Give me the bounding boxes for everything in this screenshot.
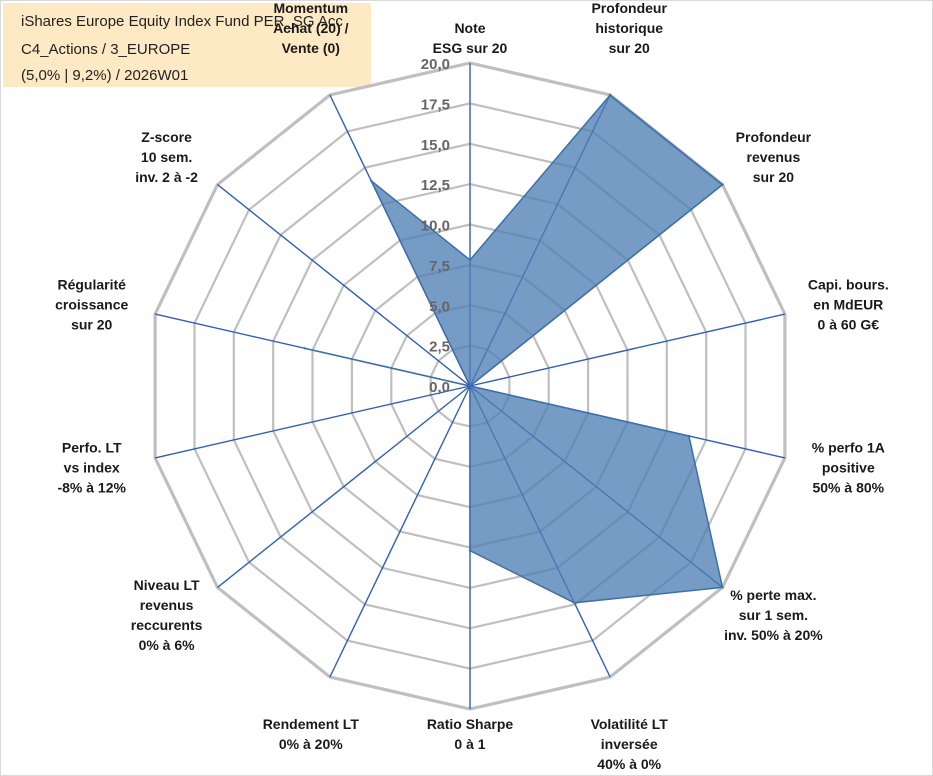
axis-label-line: revenus (747, 149, 801, 165)
axis-label-line: croissance (55, 296, 128, 312)
axis-label-line: 40% à 0% (597, 756, 661, 772)
data-point (687, 434, 691, 438)
axis-label-line: 0 à 1 (454, 736, 485, 752)
axis-label-line: 50% à 80% (812, 480, 884, 496)
axis-label: % perfo 1A positive 50% à 80% (812, 440, 885, 496)
axis-label: Note ESG sur 20 (433, 20, 508, 56)
radar-series (303, 93, 724, 604)
axis-label-line: Perfo. LT (62, 440, 122, 456)
radar-spoke (217, 385, 471, 588)
tick-label: 15,0 (421, 137, 450, 154)
axis-label-line: Capi. bours. (808, 276, 889, 292)
axis-label-line: Achat (20) / (273, 20, 349, 36)
radar-axis-labels: Note ESG sur 20 Profondeur historique sur 20… (55, 1, 889, 772)
radar-spoke (217, 184, 471, 387)
axis-label-line: % perte max. (730, 587, 816, 603)
data-point (468, 258, 472, 262)
axis-label-line: inv. 2 à -2 (135, 169, 198, 185)
axis-label-line: reccurents (131, 617, 203, 633)
tick-label: 2,5 (429, 339, 450, 356)
axis-label: Régularité croissance sur 20 (55, 276, 128, 332)
axis-label-line: ESG sur 20 (433, 40, 508, 56)
axis-label-line: Rendement LT (263, 716, 360, 732)
axis-label-line: Z-score (141, 129, 192, 145)
axis-label-line: Volatilité LT (591, 716, 669, 732)
axis-label-line: en MdEUR (813, 296, 883, 312)
axis-label: Volatilité LT inversée 40% à 0% (591, 716, 669, 772)
axis-label-line: Note (454, 20, 485, 36)
axis-label-line: 0% à 20% (279, 736, 343, 752)
axis-label-line: % perfo 1A (812, 440, 885, 456)
axis-label-line: sur 1 sem. (739, 607, 808, 623)
radar-spoke (469, 313, 786, 387)
axis-label-line: Niveau LT (134, 577, 200, 593)
chart-title-box: iShares Europe Equity Index Fund PER_SG … (3, 3, 371, 87)
axis-label-line: 0 à 60 G€ (818, 316, 880, 332)
radar-spoke (329, 385, 471, 678)
axis-label: Momentum Achat (20) / Vente (0) (273, 1, 349, 56)
axis-label-line: 0% à 6% (139, 637, 196, 653)
axis-label: Capi. bours. en MdEUR 0 à 60 G€ (808, 276, 889, 332)
axis-label-line: sur 20 (753, 169, 794, 185)
axis-label-line: sur 20 (71, 316, 112, 332)
data-point (608, 93, 612, 97)
axis-label: Profondeur revenus sur 20 (736, 129, 812, 185)
radar-ticks: 0,0 2,5 5,0 7,5 10,0 12,5 15,0 17,5 20,0 (421, 56, 450, 396)
axis-label: % perte max. sur 1 sem. inv. 50% à 20% (724, 587, 823, 643)
title-line-3: (5,0% | 9,2%) / 2026W01 (21, 67, 189, 84)
tick-label: 12,5 (421, 177, 450, 194)
data-point (468, 549, 472, 552)
axis-label-line: 10 sem. (141, 149, 192, 165)
axis-label-line: Régularité (57, 276, 126, 292)
axis-label-line: positive (822, 460, 875, 476)
series-area (304, 93, 724, 604)
tick-label: 10,0 (421, 218, 450, 235)
data-point (370, 179, 373, 182)
tick-label: 17,5 (421, 96, 450, 113)
tick-label: 7,5 (429, 258, 450, 275)
axis-label-line: sur 20 (609, 40, 650, 56)
axis-label-line: Profondeur (736, 129, 812, 145)
data-point (721, 586, 724, 589)
axis-label-line: historique (595, 20, 663, 36)
data-point (303, 347, 306, 350)
tick-label: 20,0 (421, 56, 450, 73)
axis-label-line: inv. 50% à 20% (724, 627, 823, 643)
axis-label-line: vs index (64, 460, 120, 476)
title-line-1: iShares Europe Equity Index Fund PER_SG … (21, 13, 343, 30)
axis-label-line: -8% à 12% (57, 480, 126, 496)
data-point (573, 601, 576, 604)
axis-label-line: Ratio Sharpe (427, 716, 514, 732)
radar-spoke (154, 385, 471, 459)
axis-label: Perfo. LT vs index -8% à 12% (57, 440, 126, 496)
axis-label-line: revenus (140, 597, 194, 613)
axis-label-line: Momentum (273, 1, 348, 16)
data-point (721, 183, 724, 186)
axis-label-line: Vente (0) (282, 40, 340, 56)
axis-label: Profondeur historique sur 20 (591, 1, 667, 56)
axis-label: Z-score 10 sem. inv. 2 à -2 (135, 129, 198, 185)
axis-label-line: Profondeur (591, 1, 667, 16)
tick-label: 0,0 (429, 379, 450, 396)
axis-label-line: inversée (601, 736, 658, 752)
tick-label: 5,0 (429, 298, 450, 315)
axis-label: Rendement LT 0% à 20% (263, 716, 360, 752)
axis-label: Ratio Sharpe 0 à 1 (427, 716, 514, 752)
title-line-2: C4_Actions / 3_EUROPE (21, 41, 191, 58)
axis-label: Niveau LT revenus reccurents 0% à 6% (131, 577, 203, 653)
data-point (468, 384, 472, 388)
